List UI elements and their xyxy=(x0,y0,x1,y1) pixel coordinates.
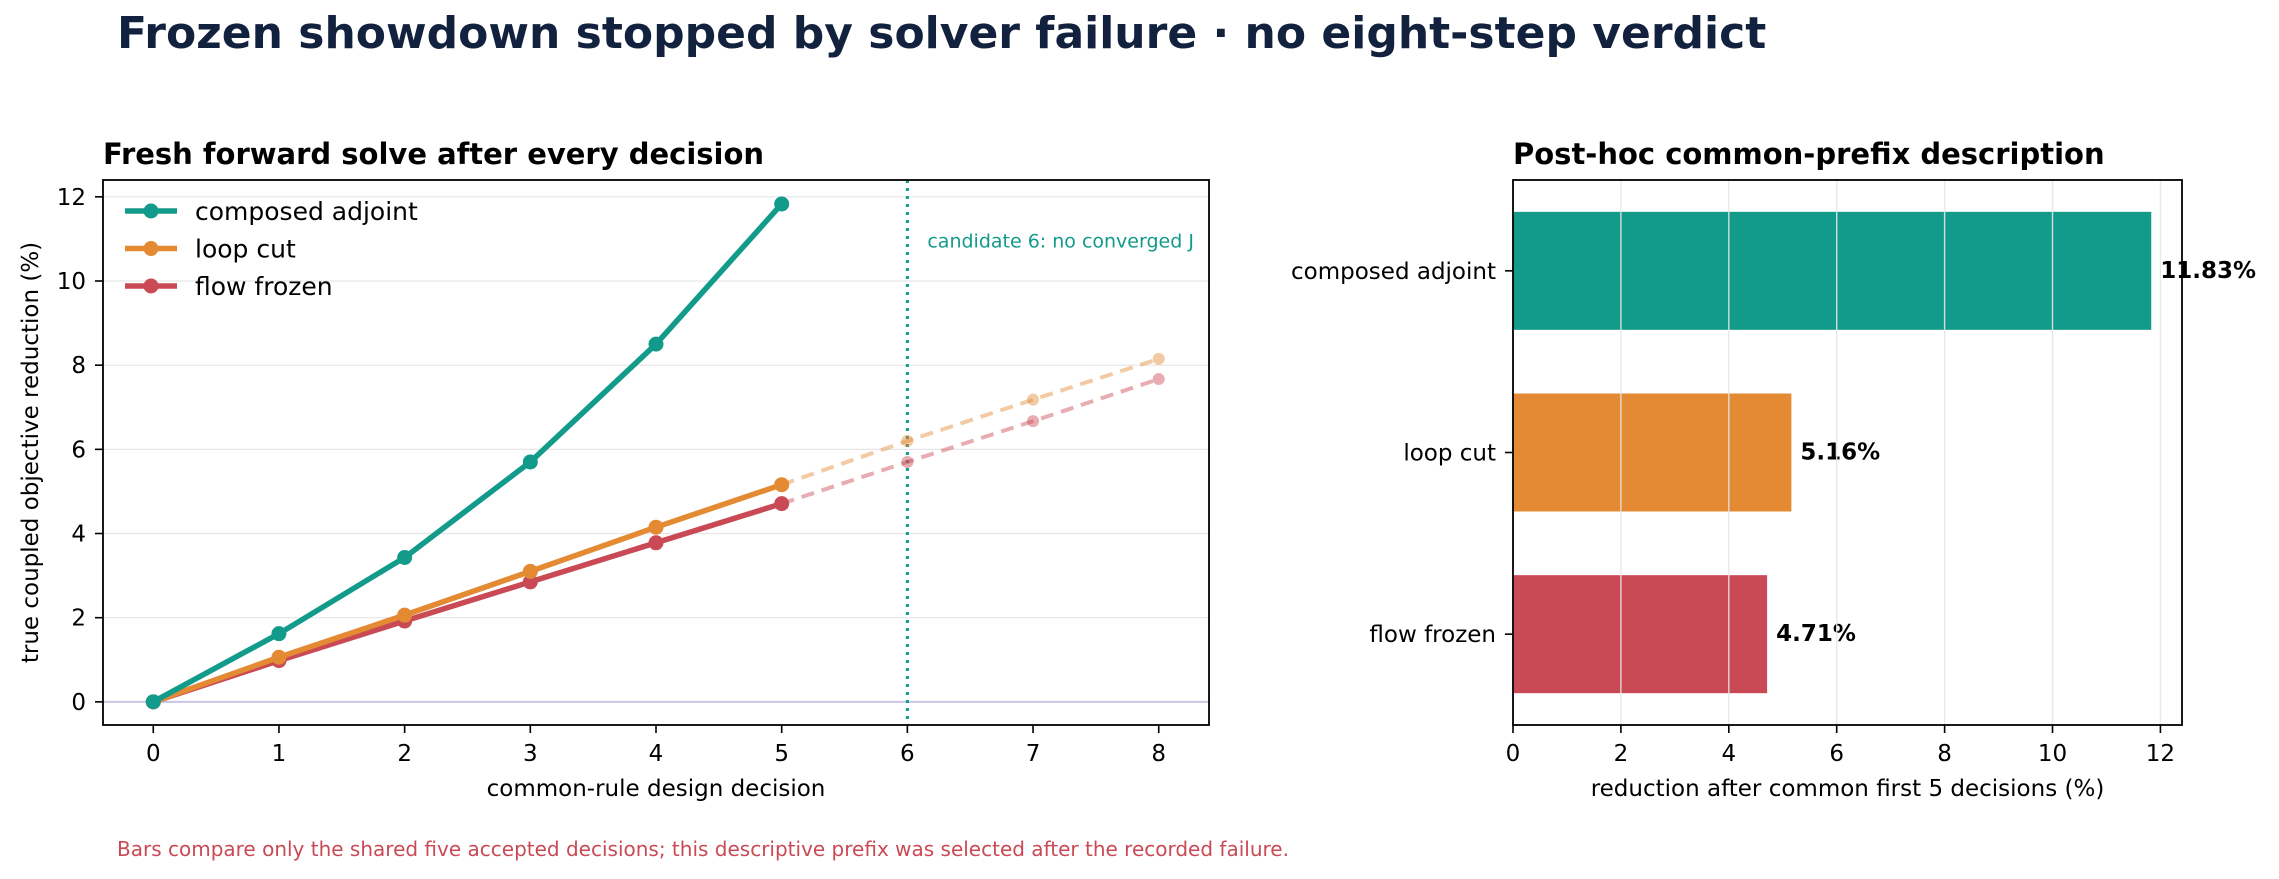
x-axis-label: reduction after common first 5 decisions… xyxy=(1591,776,2105,802)
x-tick-label: 0 xyxy=(146,741,161,767)
data-point xyxy=(774,196,790,212)
series-line-0 xyxy=(151,202,784,705)
data-point xyxy=(145,694,161,710)
x-axis-label: common-rule design decision xyxy=(487,776,826,802)
x-tick-label: 4 xyxy=(1721,741,1736,767)
legend-marker-2 xyxy=(143,278,159,294)
y-tick-label: 8 xyxy=(71,353,86,379)
x-tick-label: 2 xyxy=(1614,741,1629,767)
legend-marker-0 xyxy=(143,203,159,219)
category-label-1: loop cut xyxy=(1403,441,1496,467)
bar-value-label-2: 4.71% xyxy=(1776,621,1856,647)
footnote: Bars compare only the shared five accept… xyxy=(117,837,1289,861)
projection-point xyxy=(901,455,914,468)
bar-value-label-0: 11.83% xyxy=(2160,258,2256,284)
data-point xyxy=(522,454,538,470)
x-tick-label: 3 xyxy=(523,741,538,767)
data-point xyxy=(397,550,413,566)
projection-line-2 xyxy=(781,377,1160,506)
data-point xyxy=(774,477,790,493)
data-point xyxy=(648,336,664,352)
data-point xyxy=(522,563,538,579)
bar-chart: 11.83% composed adjoint 5.16% loop cut 4.71%… xyxy=(1291,137,2256,802)
legend-marker-1 xyxy=(143,241,159,256)
x-tick-label: 6 xyxy=(1829,741,1844,767)
line-chart-title: Fresh forward solve after every decision xyxy=(103,137,764,171)
data-point xyxy=(397,607,413,623)
x-tick-label: 1 xyxy=(272,741,287,767)
y-tick-label: 12 xyxy=(57,185,86,211)
data-point xyxy=(522,574,538,590)
legend-label-1: loop cut xyxy=(195,235,296,264)
bar-0 xyxy=(1513,211,2152,330)
x-tick-label: 7 xyxy=(1026,741,1041,767)
x-tick-label: 0 xyxy=(1506,741,1521,767)
x-tick-label: 8 xyxy=(1151,741,1166,767)
data-point xyxy=(648,535,664,551)
projection-point xyxy=(1152,352,1165,365)
figure-title: Frozen showdown stopped by solver failur… xyxy=(117,8,1766,59)
plot-frame xyxy=(1512,179,2183,726)
legend-label-0: composed adjoint xyxy=(195,197,418,226)
bar-2 xyxy=(1513,575,1768,694)
x-tick-label: 10 xyxy=(2038,741,2067,767)
projection-point xyxy=(901,434,914,447)
candidate-6-annotation: candidate 6: no converged J xyxy=(927,230,1194,252)
y-tick-label: 0 xyxy=(71,690,86,716)
x-tick-label: 8 xyxy=(1937,741,1952,767)
bar-1 xyxy=(1513,393,1792,512)
y-axis-label: true coupled objective reduction (%) xyxy=(18,242,44,663)
series-line-1 xyxy=(152,482,783,705)
legend-label-2: flow frozen xyxy=(195,272,333,301)
y-tick-label: 10 xyxy=(57,269,86,295)
data-point xyxy=(648,519,664,535)
data-point xyxy=(774,496,790,512)
line-chart: candidate 6: no converged J0 1 2 3 4 5 6 7 80246… xyxy=(18,137,1210,802)
category-label-0: composed adjoint xyxy=(1291,259,1496,285)
x-tick-label: 5 xyxy=(774,741,789,767)
x-tick-label: 4 xyxy=(649,741,664,767)
y-tick-label: 6 xyxy=(71,437,86,463)
x-tick-label: 12 xyxy=(2146,741,2175,767)
bar-chart-title: Post-hoc common-prefix description xyxy=(1513,137,2105,171)
y-tick-label: 4 xyxy=(71,522,86,548)
projection-point xyxy=(1152,373,1165,386)
data-point xyxy=(271,649,287,665)
bar-value-label-1: 5.16% xyxy=(1800,440,1880,466)
data-point xyxy=(271,626,287,642)
x-tick-label: 2 xyxy=(397,741,412,767)
y-tick-label: 2 xyxy=(71,606,86,632)
projection-point xyxy=(1027,393,1040,406)
category-label-2: flow frozen xyxy=(1369,622,1496,648)
x-tick-label: 6 xyxy=(900,741,915,767)
projection-line-1 xyxy=(781,356,1160,487)
projection-point xyxy=(1027,415,1040,428)
